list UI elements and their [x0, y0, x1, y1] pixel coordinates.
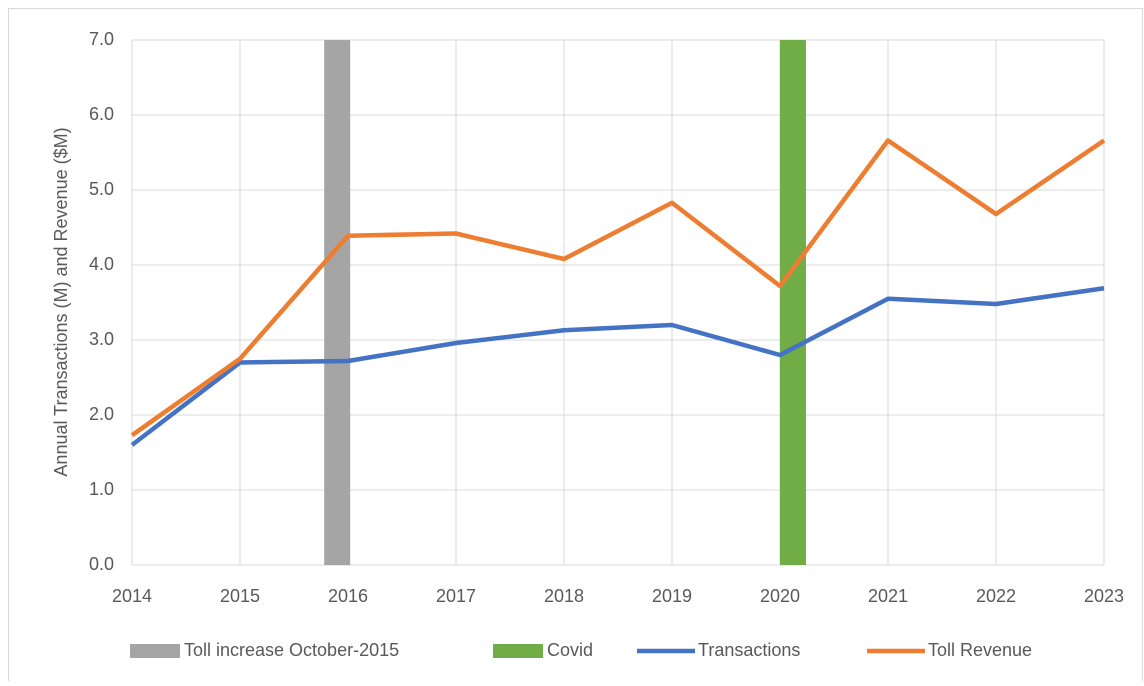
legend-label: Toll Revenue — [928, 640, 1032, 660]
x-tick-label: 2023 — [1084, 586, 1124, 606]
band-bar — [324, 40, 351, 565]
y-axis-label: Annual Transactions (M) and Revenue ($M) — [51, 127, 71, 476]
x-tick-label: 2020 — [760, 586, 800, 606]
chart-border — [8, 8, 1143, 686]
legend-swatch — [130, 644, 180, 658]
y-tick-label: 1.0 — [89, 479, 114, 499]
x-tick-label: 2015 — [220, 586, 260, 606]
x-tick-label: 2019 — [652, 586, 692, 606]
y-tick-label: 0.0 — [89, 554, 114, 574]
x-tick-label: 2016 — [328, 586, 368, 606]
x-tick-label: 2014 — [112, 586, 152, 606]
line-series — [130, 138, 1106, 438]
x-tick-label: 2021 — [868, 586, 908, 606]
line-series — [130, 286, 1105, 447]
x-tick-label: 2017 — [436, 586, 476, 606]
y-tick-label: 7.0 — [89, 29, 114, 49]
legend-swatch — [493, 644, 543, 658]
legend-label: Covid — [547, 640, 593, 660]
x-tick-label: 2022 — [976, 586, 1016, 606]
y-tick-label: 5.0 — [89, 179, 114, 199]
y-tick-label: 3.0 — [89, 329, 114, 349]
y-tick-label: 4.0 — [89, 254, 114, 274]
legend-label: Toll increase October-2015 — [184, 640, 399, 660]
y-tick-label: 6.0 — [89, 104, 114, 124]
y-tick-label: 2.0 — [89, 404, 114, 424]
legend-label: Transactions — [698, 640, 800, 660]
x-tick-label: 2018 — [544, 586, 584, 606]
band-bar — [779, 40, 806, 565]
